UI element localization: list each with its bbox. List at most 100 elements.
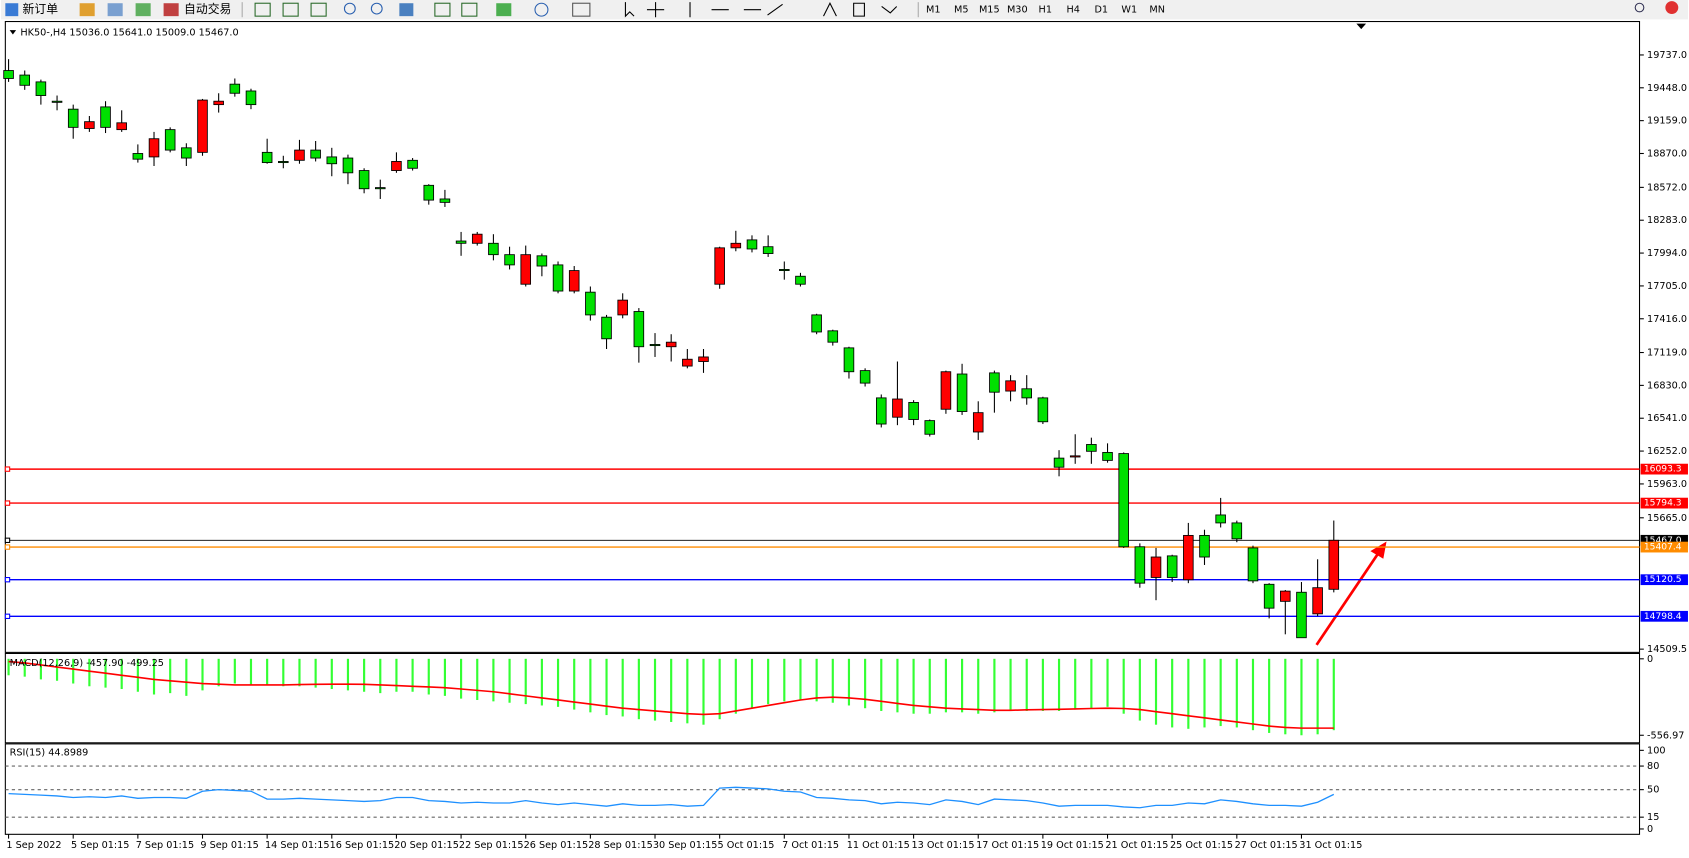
timeframe-button[interactable]: M5 bbox=[954, 5, 969, 16]
icon[interactable] bbox=[534, 2, 549, 17]
icon[interactable] bbox=[823, 2, 898, 17]
timeframe-button[interactable]: M15 bbox=[979, 5, 1000, 16]
candle-body bbox=[859, 370, 871, 384]
candle-body bbox=[1312, 587, 1323, 615]
level-handle[interactable] bbox=[4, 577, 11, 583]
macd-bar bbox=[492, 658, 495, 702]
candle-body bbox=[682, 358, 693, 367]
candle-body bbox=[1296, 591, 1307, 639]
candle-body bbox=[875, 397, 887, 425]
timeframe-button[interactable]: D1 bbox=[1094, 5, 1108, 16]
macd-bar bbox=[476, 658, 479, 700]
macd-bar bbox=[799, 658, 802, 700]
candle-body bbox=[1037, 397, 1049, 423]
icon[interactable] bbox=[343, 2, 356, 15]
level-handle[interactable] bbox=[4, 537, 11, 543]
macd-bar bbox=[702, 658, 705, 725]
macd-bar bbox=[944, 658, 947, 713]
macd-bar bbox=[72, 658, 75, 684]
macd-signal bbox=[8, 660, 1334, 729]
icon[interactable] bbox=[107, 3, 123, 17]
y-tick-label: 16541.0 bbox=[1647, 413, 1687, 424]
macd-bar bbox=[508, 658, 511, 703]
icon[interactable] bbox=[79, 3, 95, 17]
level-handle[interactable] bbox=[4, 544, 11, 550]
icon[interactable] bbox=[572, 2, 591, 17]
x-tick-label: 22 Sep 01:15 bbox=[459, 840, 524, 851]
candle-body bbox=[181, 147, 192, 159]
candle-body bbox=[940, 371, 952, 410]
candle-body bbox=[892, 398, 903, 418]
macd-bar bbox=[977, 658, 980, 714]
x-tick-label: 1 Sep 2022 bbox=[6, 840, 61, 851]
level-label-bg bbox=[1640, 497, 1688, 509]
level-handle[interactable] bbox=[4, 466, 11, 472]
timeframe-button[interactable]: MN bbox=[1149, 5, 1165, 16]
candle-body bbox=[116, 122, 127, 131]
toolbar-button[interactable]: 自动交易 bbox=[184, 2, 231, 16]
macd-bar bbox=[39, 658, 42, 680]
icon[interactable] bbox=[163, 3, 179, 17]
icon[interactable] bbox=[135, 3, 151, 17]
candle-body bbox=[698, 356, 709, 362]
toolbar-button[interactable]: 新订单 bbox=[23, 2, 59, 16]
timeframe-button[interactable]: W1 bbox=[1121, 5, 1137, 16]
macd-bar bbox=[864, 658, 867, 709]
candle-body bbox=[19, 74, 31, 86]
candle-body bbox=[972, 412, 984, 433]
level-handle[interactable] bbox=[4, 613, 11, 619]
timeframe-button[interactable]: H4 bbox=[1067, 5, 1080, 16]
icon[interactable] bbox=[370, 2, 383, 15]
x-tick-label: 26 Sep 01:15 bbox=[524, 840, 589, 851]
candle-body bbox=[294, 149, 305, 161]
icon[interactable] bbox=[310, 2, 327, 17]
macd-bar bbox=[1284, 658, 1287, 735]
timeframe-button[interactable]: H1 bbox=[1039, 5, 1052, 16]
icon[interactable] bbox=[282, 2, 299, 17]
macd-bar bbox=[637, 658, 640, 720]
search-icon[interactable] bbox=[1634, 2, 1645, 13]
macd-bar bbox=[1268, 658, 1271, 733]
macd-bar bbox=[379, 658, 382, 694]
candle-body bbox=[326, 156, 338, 165]
icon[interactable] bbox=[399, 3, 414, 17]
level-label: 15794.3 bbox=[1644, 499, 1682, 509]
macd-bar bbox=[718, 658, 721, 720]
y-tick-label: 50 bbox=[1647, 785, 1659, 796]
icon[interactable] bbox=[624, 2, 635, 18]
icon[interactable] bbox=[434, 2, 451, 17]
notification-icon[interactable] bbox=[1665, 1, 1679, 14]
icon[interactable] bbox=[689, 2, 783, 18]
timeframe-button[interactable]: M30 bbox=[1007, 5, 1028, 16]
icon[interactable] bbox=[496, 3, 512, 17]
candle-body bbox=[3, 70, 14, 79]
x-tick-label: 30 Sep 01:15 bbox=[653, 840, 718, 851]
macd-bar bbox=[217, 658, 220, 687]
icon[interactable] bbox=[5, 3, 19, 17]
x-tick-label: 25 Oct 01:15 bbox=[1170, 840, 1233, 851]
level-label: 15120.5 bbox=[1644, 575, 1682, 585]
y-tick-label: 100 bbox=[1647, 745, 1665, 756]
macd-bar bbox=[55, 658, 59, 681]
icon[interactable] bbox=[461, 2, 478, 17]
candle-body bbox=[956, 373, 968, 412]
candle-body bbox=[375, 187, 386, 190]
candle-body bbox=[601, 316, 612, 340]
y-tick-label: 15963.0 bbox=[1647, 479, 1687, 490]
icon[interactable] bbox=[646, 2, 665, 18]
candle-body bbox=[827, 330, 839, 343]
candle-body bbox=[100, 106, 111, 128]
macd-bar bbox=[1171, 658, 1174, 728]
macd-bar bbox=[880, 658, 883, 711]
macd-bar bbox=[815, 658, 818, 702]
level-label: 15407.4 bbox=[1644, 543, 1682, 553]
candle-body bbox=[84, 121, 95, 129]
timeframe-button[interactable]: M1 bbox=[926, 5, 941, 16]
macd-bar bbox=[249, 658, 253, 685]
candle-body bbox=[1069, 455, 1081, 458]
icon[interactable] bbox=[254, 2, 271, 17]
y-tick-label: 19159.0 bbox=[1647, 116, 1687, 127]
candle-body bbox=[617, 299, 628, 316]
level-handle[interactable] bbox=[4, 500, 11, 506]
